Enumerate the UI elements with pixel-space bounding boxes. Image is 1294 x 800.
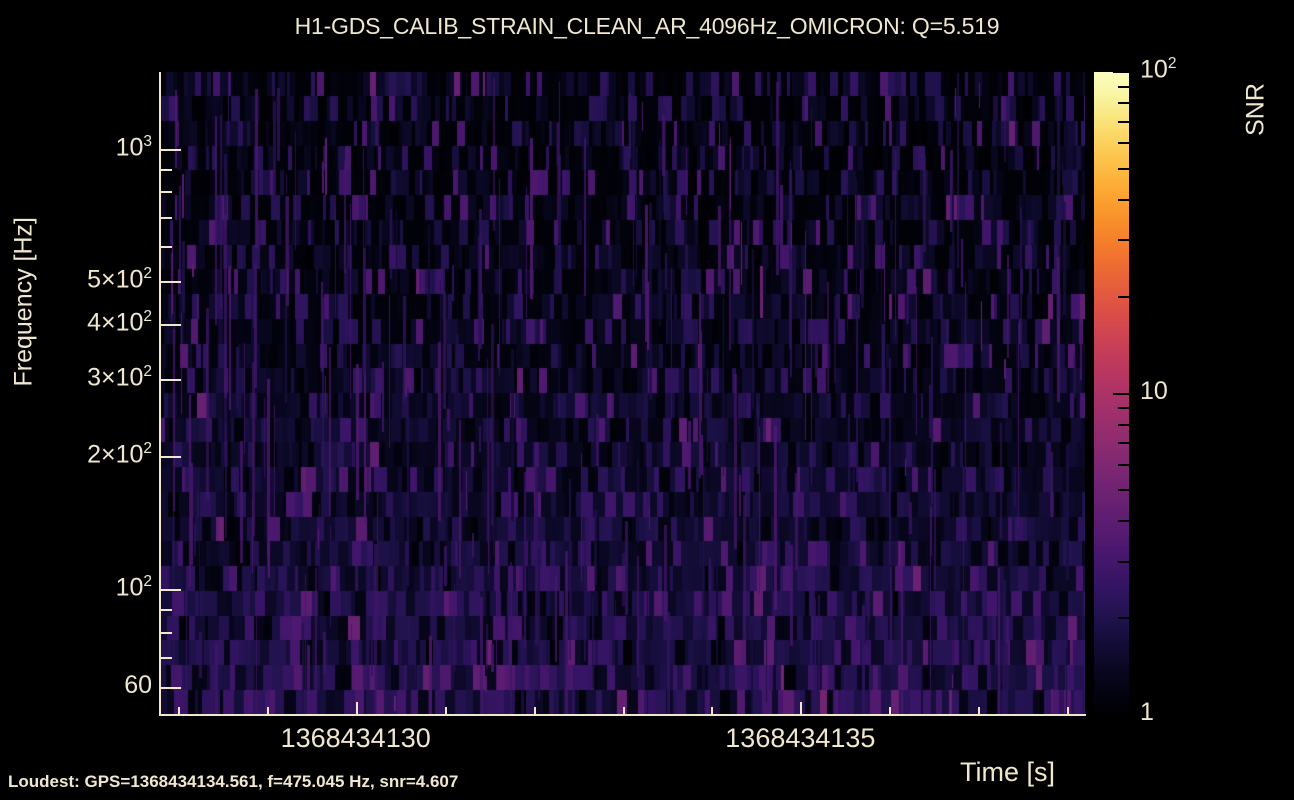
x-axis-tick: [800, 702, 802, 715]
y-axis-tick: [161, 191, 172, 194]
colorbar-tick: [1118, 120, 1129, 123]
colorbar-tick: [1118, 442, 1129, 445]
x-axis-tick: [889, 707, 891, 715]
colorbar-tick: [1113, 714, 1129, 716]
colorbar-title: SNR: [1241, 83, 1270, 136]
colorbar-tick: [1118, 407, 1129, 410]
y-axis-line: [159, 72, 161, 716]
colorbar-tick: [1118, 198, 1129, 201]
x-axis-tick: [445, 707, 447, 715]
x-axis-tick: [1067, 707, 1069, 715]
y-axis-tick: [161, 657, 172, 660]
colorbar-tick: [1118, 85, 1129, 88]
loudest-event-annotation: Loudest: GPS=1368434134.561, f=475.045 H…: [8, 772, 459, 791]
colorbar-tick: [1118, 239, 1129, 242]
y-axis-tick-label: 102: [115, 572, 152, 602]
x-axis-tick: [978, 707, 980, 715]
colorbar-tick: [1113, 71, 1129, 73]
y-axis-tick-label: 5×102: [87, 265, 152, 294]
y-axis-tick: [161, 588, 181, 591]
colorbar-tick: [1118, 295, 1129, 298]
x-axis-tick: [711, 707, 713, 715]
x-axis-tick-label: 1368434130: [280, 723, 431, 753]
y-axis-tick: [161, 246, 172, 249]
y-axis-tick-label: 4×102: [87, 307, 152, 337]
colorbar-tick: [1118, 167, 1129, 170]
colorbar-tick: [1118, 463, 1129, 466]
y-axis-tick: [161, 148, 181, 151]
x-axis-tick: [356, 702, 358, 715]
colorbar-tick: [1118, 102, 1129, 105]
colorbar-tick-label: 10: [1140, 376, 1168, 405]
spectrogram-plot-area[interactable]: [160, 72, 1085, 715]
y-axis-tick: [161, 168, 172, 171]
colorbar-tick: [1118, 520, 1129, 523]
page-title: H1-GDS_CALIB_STRAIN_CLEAN_AR_4096Hz_OMIC…: [294, 13, 1000, 39]
colorbar-tick: [1118, 142, 1129, 145]
x-axis-tick: [623, 707, 625, 715]
x-axis-title: Time [s]: [960, 757, 1056, 787]
y-axis-tick: [161, 686, 181, 689]
y-axis-tick-label: 2×102: [87, 440, 152, 469]
y-axis-tick: [161, 631, 172, 634]
y-axis-tick-label: 3×102: [87, 362, 152, 392]
y-axis-title: Frequency [Hz]: [9, 216, 38, 387]
x-axis-tick-label: 1368434135: [725, 723, 876, 753]
y-axis-tick: [161, 216, 172, 219]
y-axis-tick: [161, 323, 181, 326]
colorbar-tick: [1118, 617, 1129, 620]
y-axis-tick-label: 60: [124, 670, 152, 699]
colorbar-tick-label: 1: [1140, 698, 1154, 726]
colorbar-tick-label: 102: [1140, 55, 1177, 84]
x-axis-tick: [178, 707, 180, 715]
colorbar-tick: [1113, 392, 1129, 395]
spectrogram-canvas[interactable]: [160, 72, 1085, 715]
colorbar-tick: [1118, 489, 1129, 492]
x-axis-line: [159, 714, 1086, 716]
x-axis-tick: [267, 707, 269, 715]
x-axis-tick: [534, 707, 536, 715]
y-axis-tick: [161, 378, 181, 381]
y-axis-tick: [161, 456, 181, 459]
colorbar-tick: [1118, 423, 1129, 426]
y-axis-tick: [161, 609, 172, 612]
y-axis-tick: [161, 281, 181, 284]
y-axis-tick-label: 103: [115, 132, 152, 161]
colorbar-tick: [1118, 560, 1129, 563]
